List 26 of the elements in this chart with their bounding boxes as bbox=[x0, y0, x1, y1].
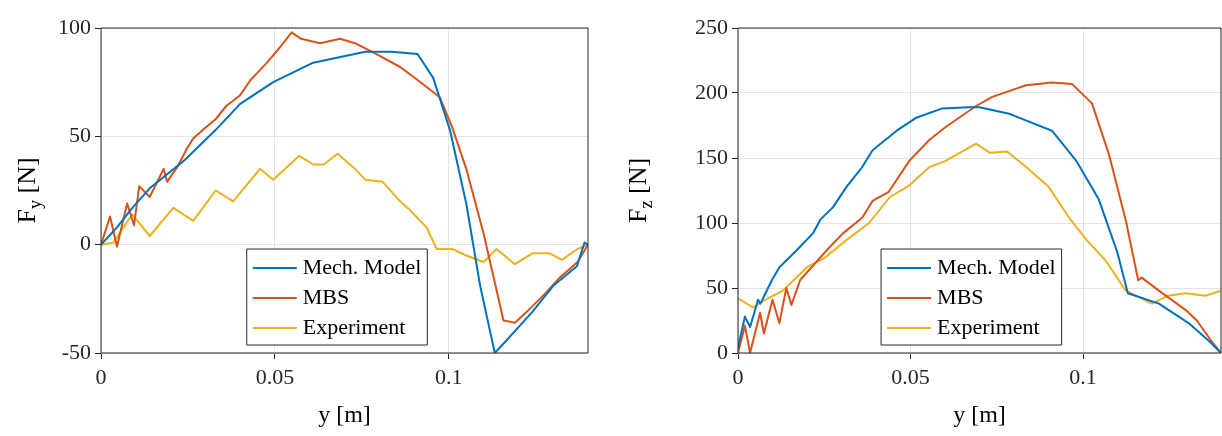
x-tick-label: 0.05 bbox=[891, 363, 930, 389]
legend-label: MBS bbox=[302, 283, 350, 309]
x-tick-label: 0.05 bbox=[255, 363, 295, 389]
y-tick-label: -50 bbox=[61, 338, 91, 364]
y-tick-label: 200 bbox=[695, 78, 728, 104]
y-tick-label: 0 bbox=[717, 338, 728, 364]
x-tick-label: 0 bbox=[95, 363, 107, 389]
x-axis-title: y [m] bbox=[318, 400, 371, 427]
y-tick-label: 100 bbox=[58, 13, 91, 39]
y-tick-label: 250 bbox=[695, 13, 728, 39]
legend-label: MBS bbox=[937, 283, 984, 309]
x-axis-title: y [m] bbox=[953, 400, 1006, 427]
legend-label: Mech. Model bbox=[302, 253, 422, 279]
x-tick-label: 0.1 bbox=[435, 363, 463, 389]
y-tick-label: 0 bbox=[80, 230, 91, 256]
y-tick-label: 100 bbox=[695, 208, 728, 234]
legend-label: Mech. Model bbox=[937, 253, 1056, 279]
x-tick-label: 0 bbox=[732, 363, 744, 389]
legend-label: Experiment bbox=[937, 313, 1040, 339]
y-tick-label: 50 bbox=[706, 273, 728, 299]
y-tick-label: 50 bbox=[69, 122, 91, 148]
y-axis-title: Fy [N] bbox=[11, 157, 45, 224]
x-tick-label: 0.1 bbox=[1069, 363, 1097, 389]
legend-label: Experiment bbox=[302, 313, 406, 339]
y-tick-label: 150 bbox=[695, 143, 728, 169]
y-axis-title: Fz [N] bbox=[622, 157, 656, 224]
